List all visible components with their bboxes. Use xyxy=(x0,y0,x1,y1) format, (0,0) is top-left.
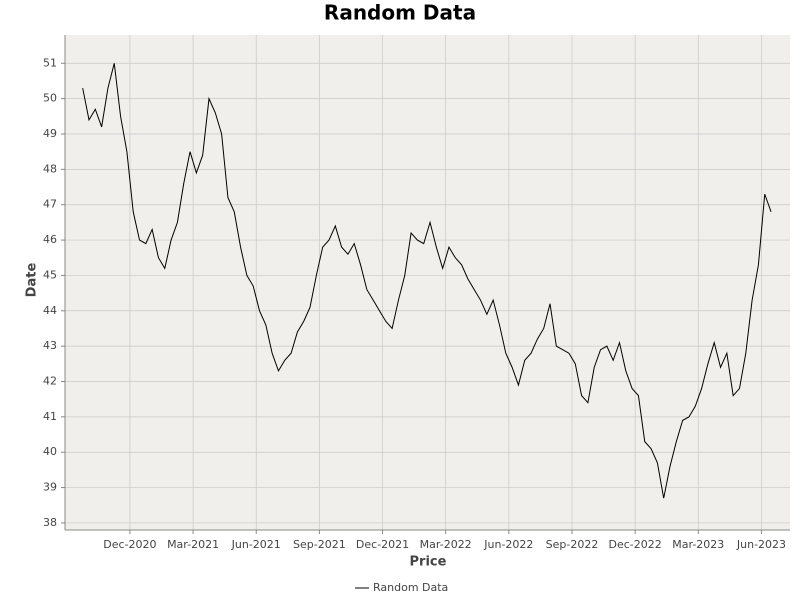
y-tick-label: 42 xyxy=(43,375,57,388)
y-tick-label: 41 xyxy=(43,410,57,423)
y-tick-label: 43 xyxy=(43,339,57,352)
y-tick-label: 38 xyxy=(43,516,57,529)
x-tick-label: Dec-2021 xyxy=(356,538,409,551)
y-tick-label: 46 xyxy=(43,233,57,246)
x-tick-label: Mar-2021 xyxy=(167,538,219,551)
x-tick-label: Sep-2022 xyxy=(546,538,599,551)
x-axis-label: Price xyxy=(410,555,447,570)
x-tick-label: Dec-2020 xyxy=(103,538,156,551)
y-tick-label: 48 xyxy=(43,162,57,175)
legend-label: Random Data xyxy=(373,581,448,594)
x-tick-label: Jun-2023 xyxy=(736,538,786,551)
plot-area xyxy=(65,35,790,530)
x-tick-label: Mar-2023 xyxy=(672,538,724,551)
x-tick-label: Jun-2022 xyxy=(483,538,533,551)
x-tick-label: Sep-2021 xyxy=(293,538,346,551)
y-tick-label: 39 xyxy=(43,481,57,494)
y-axis-label: Date xyxy=(25,263,40,298)
y-tick-label: 40 xyxy=(43,445,57,458)
data-line xyxy=(82,63,772,499)
y-tick-label: 49 xyxy=(43,127,57,140)
x-tick-label: Dec-2022 xyxy=(609,538,662,551)
y-tick-label: 51 xyxy=(43,56,57,69)
x-tick-label: Jun-2021 xyxy=(231,538,281,551)
x-tick-label: Mar-2022 xyxy=(420,538,472,551)
y-tick-label: 50 xyxy=(43,92,57,105)
chart-title: Random Data xyxy=(324,1,476,25)
y-tick-label: 45 xyxy=(43,268,57,281)
y-tick-label: 44 xyxy=(43,304,57,317)
y-tick-label: 47 xyxy=(43,198,57,211)
